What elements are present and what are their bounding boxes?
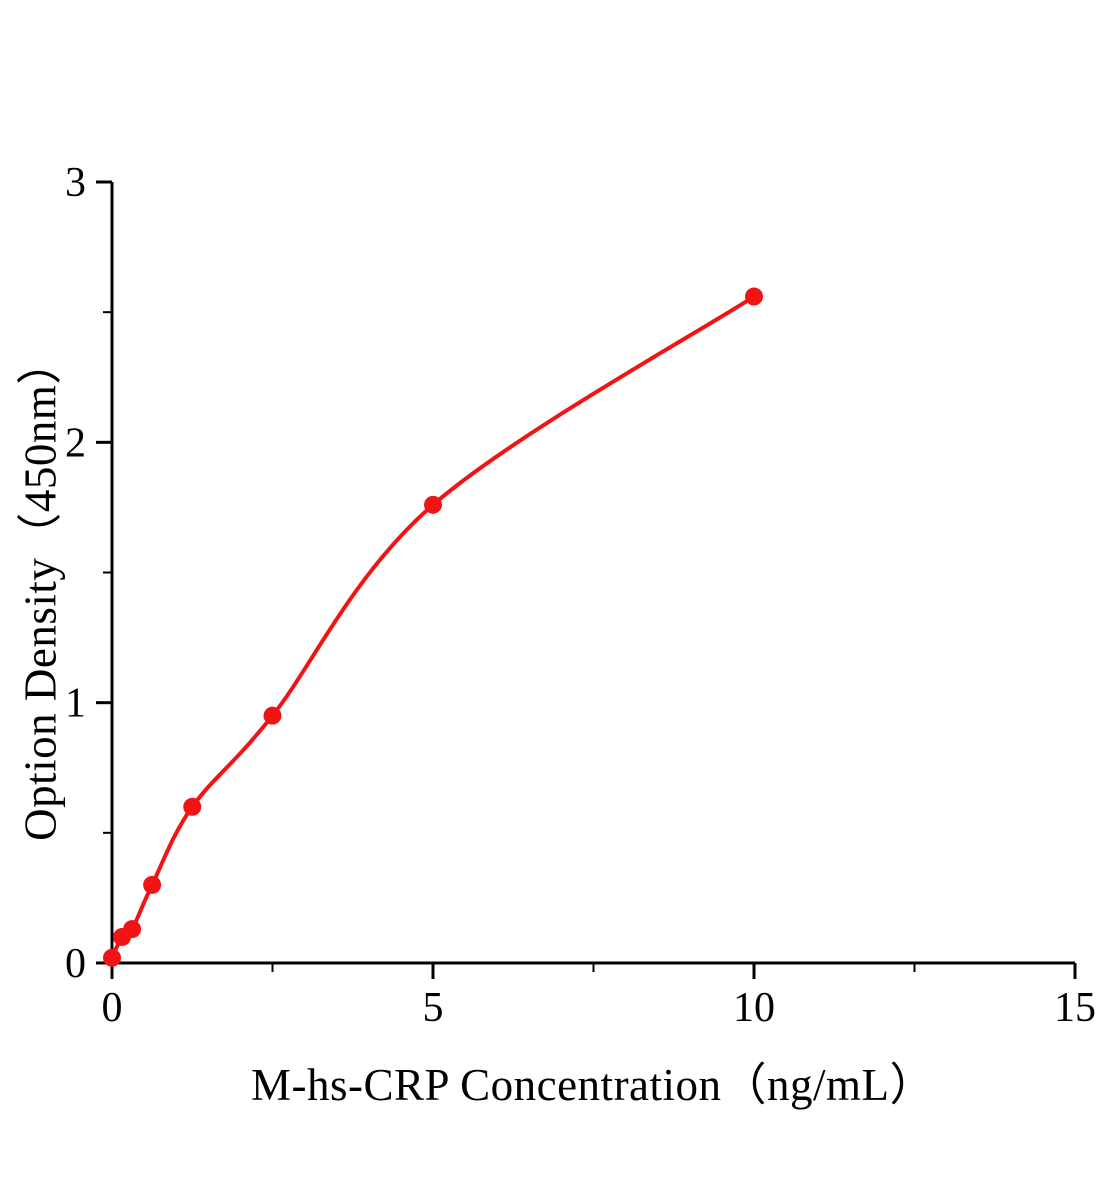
x-axis-label: M-hs-CRP Concentration（ng/mL）	[250, 1060, 936, 1110]
x-tick-label: 15	[1054, 985, 1096, 1031]
data-point	[424, 495, 442, 514]
data-point	[103, 948, 121, 967]
x-tick-label: 0	[102, 985, 123, 1031]
y-tick-label: 2	[65, 420, 86, 466]
data-point	[745, 287, 763, 306]
data-point	[143, 875, 162, 894]
data-point	[123, 920, 142, 939]
data-point	[263, 706, 282, 725]
y-tick-label: 3	[65, 160, 86, 206]
y-axis-label: Option Density（450nm）	[15, 339, 66, 841]
x-tick-label: 10	[733, 985, 775, 1031]
fit-curve	[110, 294, 756, 960]
data-point	[183, 797, 202, 816]
y-tick-label: 1	[65, 681, 86, 727]
x-tick-label: 5	[423, 985, 444, 1031]
y-tick-label: 0	[65, 941, 86, 987]
